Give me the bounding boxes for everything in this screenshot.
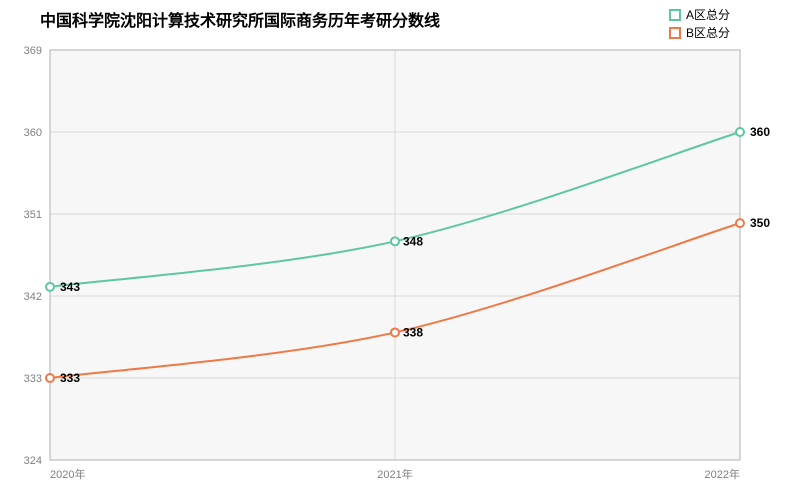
legend-label: B区总分	[686, 26, 730, 40]
y-tick-label: 342	[24, 291, 42, 303]
y-tick-label: 333	[24, 373, 42, 385]
chart-container: 324 333 342 351 360 369 2020年 2021年 2022年 343 348 3…	[0, 0, 800, 500]
x-tick-label: 2021年	[377, 467, 412, 481]
data-point	[391, 328, 399, 336]
data-point	[46, 283, 54, 291]
x-tick-label: 2020年	[50, 467, 85, 481]
y-tick-label: 351	[24, 209, 42, 221]
y-tick-label: 360	[24, 127, 42, 139]
chart-svg: 324 333 342 351 360 369 2020年 2021年 2022年 343 348 3…	[0, 0, 800, 500]
data-label: 360	[750, 125, 770, 139]
x-tick-label: 2022年	[705, 467, 740, 481]
data-point	[736, 128, 744, 136]
chart-title: 中国科学院沈阳计算技术研究所国际商务历年考研分数线	[40, 11, 440, 30]
data-point	[46, 374, 54, 382]
data-point	[391, 237, 399, 245]
y-tick-label: 369	[24, 45, 42, 57]
data-label: 338	[403, 325, 423, 339]
y-tick-label: 324	[24, 455, 42, 467]
data-label: 343	[60, 280, 80, 294]
data-label: 348	[403, 234, 423, 248]
data-label: 350	[750, 216, 770, 230]
data-point	[736, 219, 744, 227]
legend-label: A区总分	[686, 8, 730, 22]
data-label: 333	[60, 371, 80, 385]
